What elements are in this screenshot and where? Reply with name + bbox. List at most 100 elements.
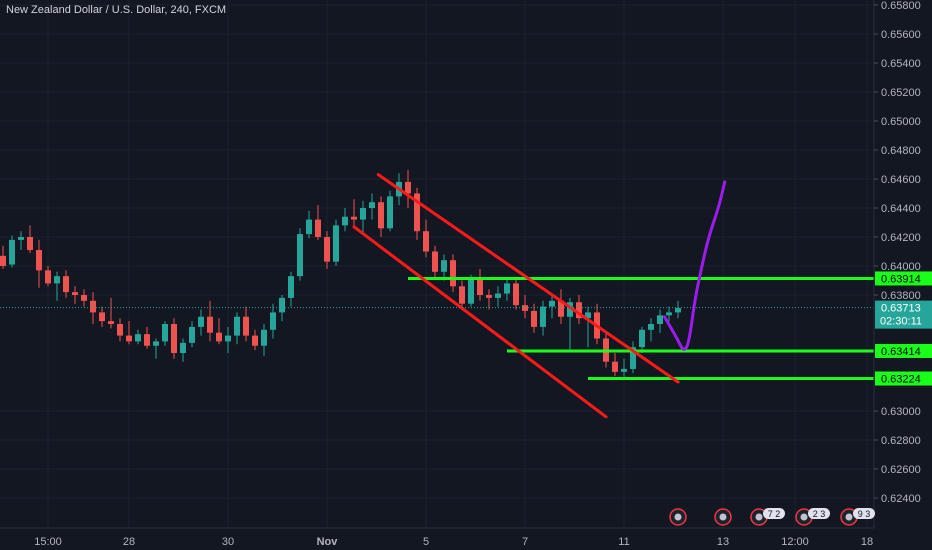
candle-body (432, 251, 438, 272)
candle-body (216, 332, 222, 342)
candle-body (333, 225, 339, 262)
event-flag[interactable] (714, 508, 732, 526)
candle-body (252, 335, 258, 346)
candle-body (405, 181, 411, 194)
level-price-badge (875, 371, 932, 386)
time-tick-label: Nov (317, 536, 339, 548)
event-flag[interactable]: 9 3 (840, 508, 875, 526)
candle-body (495, 293, 501, 298)
candle-body (72, 292, 78, 295)
projection-stroke[interactable] (663, 180, 727, 351)
time-tick-label: 15:00 (34, 536, 62, 548)
candle-body (342, 216, 348, 226)
candle-body (531, 310, 537, 327)
candle-body (585, 312, 591, 319)
candle-body (567, 302, 573, 317)
flag-icon (719, 513, 727, 521)
price-tick-label: 0.62400 (881, 493, 921, 505)
event-flag[interactable]: 7 2 (750, 508, 785, 526)
channel-line[interactable] (352, 225, 608, 419)
candle-body (261, 329, 267, 346)
event-count-label: 7 2 (768, 509, 781, 519)
time-tick-label: 30 (222, 536, 234, 548)
candle-body (207, 316, 213, 333)
price-axis-background (874, 0, 932, 528)
candle-body (225, 335, 231, 342)
candle-body (306, 219, 312, 235)
price-tick-label: 0.65000 (881, 116, 921, 128)
candle-body (675, 308, 681, 313)
event-count-label: 2 3 (813, 509, 826, 519)
candle-body (36, 250, 42, 271)
event-flags[interactable]: 7 2 2 3 9 3 (669, 508, 875, 526)
price-tick-label: 0.64400 (881, 203, 921, 215)
grid (0, 0, 874, 528)
level-price-badge (875, 271, 932, 286)
candle-body (477, 279, 483, 295)
time-axis[interactable]: 15:00 28 30 Nov 5 7 11 13 12:00 18 (0, 527, 874, 548)
candle-body (9, 239, 15, 265)
time-tick-label: 18 (861, 536, 873, 548)
trend-channel[interactable] (352, 173, 680, 419)
candle-body (441, 260, 447, 272)
candle-body (360, 208, 366, 220)
candle-body (27, 237, 33, 251)
price-tick-label: 0.62800 (881, 435, 921, 447)
candle-body (144, 334, 150, 346)
price-tick-label: 0.63800 (881, 290, 921, 302)
price-axis[interactable]: 0.65800 0.65600 0.65400 0.65200 0.65000 0.648… (873, 0, 932, 528)
candle-body (639, 329, 645, 348)
candle-body (90, 300, 96, 313)
event-flag[interactable] (669, 508, 687, 526)
candle-body (189, 326, 195, 343)
candle-body (315, 219, 321, 237)
candle-body (108, 321, 114, 324)
candle-body (504, 283, 510, 294)
time-tick-label: 28 (123, 536, 135, 548)
candle-body (279, 297, 285, 313)
candle-body (666, 312, 672, 316)
price-tick-label: 0.65600 (881, 29, 921, 41)
time-tick-label: 12:00 (781, 536, 809, 548)
projection-path[interactable] (663, 180, 727, 351)
candle-body (324, 237, 330, 262)
price-tick-label: 0.65200 (881, 87, 921, 99)
candle-body (297, 234, 303, 277)
time-tick-label: 13 (717, 536, 729, 548)
candle-body (657, 315, 663, 324)
candle-body (126, 335, 132, 342)
candle-body (153, 341, 159, 346)
price-tick-label: 0.65400 (881, 58, 921, 70)
time-tick-label: 7 (522, 536, 528, 548)
candle-body (45, 270, 51, 284)
candle-body (369, 202, 375, 208)
candle-body (351, 216, 357, 220)
flag-icon (674, 513, 682, 521)
bar-countdown-label: 02:30:11 (880, 316, 922, 328)
candle-body (288, 276, 294, 298)
price-tick-label: 0.64800 (881, 145, 921, 157)
candle-body (648, 324, 654, 330)
support-resistance-lines[interactable] (408, 276, 874, 381)
candle-body (81, 295, 87, 301)
flag-icon (845, 513, 853, 521)
price-tick-label: 0.63000 (881, 406, 921, 418)
channel-line[interactable] (376, 173, 680, 384)
last-price-badge (875, 300, 932, 329)
candle-body (513, 283, 519, 306)
candle-body (387, 196, 393, 229)
flag-icon (800, 513, 808, 521)
event-flag[interactable]: 2 3 (795, 508, 830, 526)
candle-body (540, 306, 546, 327)
candle-body (486, 295, 492, 298)
candle-body (54, 276, 60, 284)
candle-body (180, 342, 186, 353)
symbol-title: New Zealand Dollar / U.S. Dollar, 240, F… (6, 4, 227, 16)
price-tick-label: 0.62600 (881, 464, 921, 476)
candle-body (576, 302, 582, 319)
candle-body (423, 231, 429, 252)
event-count-badge (853, 508, 875, 519)
